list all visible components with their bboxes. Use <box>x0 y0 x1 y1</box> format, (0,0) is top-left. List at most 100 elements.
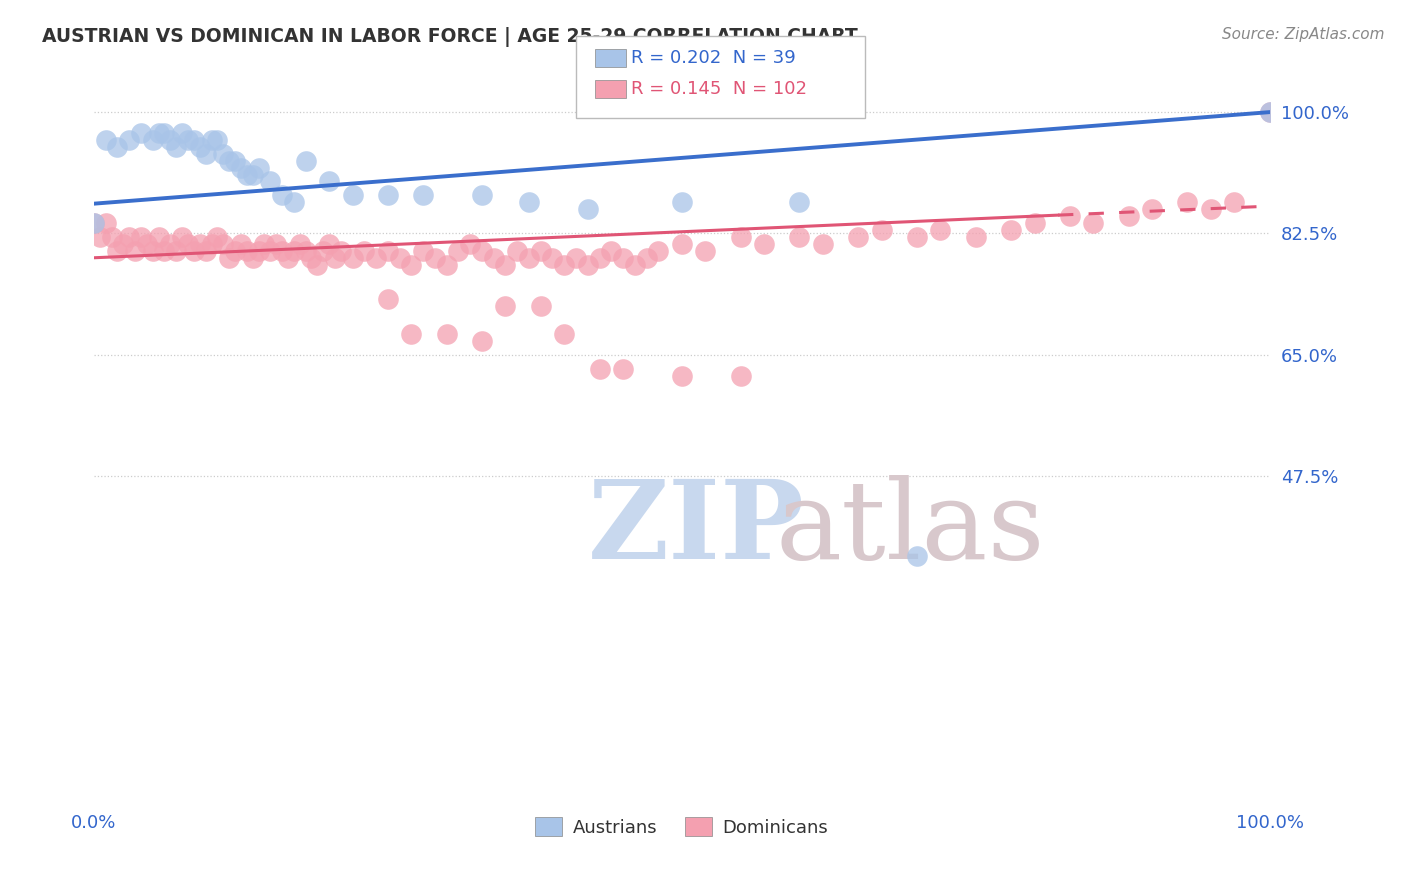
Point <box>1258 105 1281 120</box>
Point <box>565 251 588 265</box>
Point <box>229 236 252 251</box>
Point <box>259 244 281 258</box>
Point <box>236 168 259 182</box>
Point <box>153 244 176 258</box>
Point <box>118 133 141 147</box>
Point <box>870 223 893 237</box>
Point <box>905 549 928 563</box>
Text: ZIP: ZIP <box>588 475 804 582</box>
Point <box>277 251 299 265</box>
Point <box>600 244 623 258</box>
Point <box>1059 209 1081 223</box>
Point <box>377 293 399 307</box>
Point <box>165 244 187 258</box>
Point <box>730 368 752 383</box>
Point <box>253 236 276 251</box>
Point <box>671 195 693 210</box>
Point <box>458 236 481 251</box>
Point <box>447 244 470 258</box>
Point <box>148 126 170 140</box>
Point <box>423 251 446 265</box>
Point <box>218 251 240 265</box>
Point <box>207 230 229 244</box>
Point <box>112 236 135 251</box>
Point <box>377 188 399 202</box>
Point <box>129 230 152 244</box>
Point <box>530 299 553 313</box>
Point <box>318 236 340 251</box>
Point <box>153 126 176 140</box>
Point <box>188 140 211 154</box>
Point <box>312 244 335 258</box>
Text: atlas: atlas <box>776 475 1046 582</box>
Point <box>576 258 599 272</box>
Point <box>730 230 752 244</box>
Point <box>301 251 323 265</box>
Point <box>200 236 222 251</box>
Point <box>553 258 575 272</box>
Point <box>264 236 287 251</box>
Point <box>1083 216 1105 230</box>
Point <box>752 236 775 251</box>
Text: R = 0.202  N = 39: R = 0.202 N = 39 <box>631 49 796 67</box>
Point <box>224 244 246 258</box>
Point <box>612 361 634 376</box>
Point <box>183 244 205 258</box>
Point <box>905 230 928 244</box>
Point <box>388 251 411 265</box>
Point <box>118 230 141 244</box>
Point <box>148 230 170 244</box>
Point <box>846 230 869 244</box>
Point <box>342 188 364 202</box>
Point <box>612 251 634 265</box>
Point <box>135 236 157 251</box>
Point <box>242 251 264 265</box>
Point <box>517 195 540 210</box>
Point <box>218 153 240 168</box>
Point <box>1177 195 1199 210</box>
Point <box>929 223 952 237</box>
Point <box>541 251 564 265</box>
Point <box>283 244 305 258</box>
Point <box>159 236 181 251</box>
Point <box>636 251 658 265</box>
Point <box>107 140 129 154</box>
Point <box>271 244 294 258</box>
Point <box>671 368 693 383</box>
Point <box>236 244 259 258</box>
Point <box>789 195 811 210</box>
Point <box>242 168 264 182</box>
Point <box>1199 202 1222 217</box>
Point <box>165 140 187 154</box>
Point <box>142 133 165 147</box>
Point <box>588 361 610 376</box>
Point <box>471 334 494 348</box>
Point <box>329 244 352 258</box>
Point <box>271 188 294 202</box>
Point <box>482 251 505 265</box>
Point <box>342 251 364 265</box>
Point <box>183 133 205 147</box>
Point <box>318 174 340 188</box>
Point <box>1258 105 1281 120</box>
Point <box>142 244 165 258</box>
Point <box>177 236 200 251</box>
Point <box>471 188 494 202</box>
Point <box>247 244 270 258</box>
Point <box>172 126 194 140</box>
Point <box>811 236 834 251</box>
Point <box>576 202 599 217</box>
Point <box>517 251 540 265</box>
Point <box>553 327 575 342</box>
Point <box>436 258 458 272</box>
Point <box>1223 195 1246 210</box>
Point <box>107 244 129 258</box>
Point <box>1000 223 1022 237</box>
Text: R = 0.145  N = 102: R = 0.145 N = 102 <box>631 80 807 98</box>
Point <box>294 244 316 258</box>
Point <box>212 236 235 251</box>
Point <box>207 133 229 147</box>
Point <box>177 133 200 147</box>
Point <box>288 236 311 251</box>
Point <box>194 146 217 161</box>
